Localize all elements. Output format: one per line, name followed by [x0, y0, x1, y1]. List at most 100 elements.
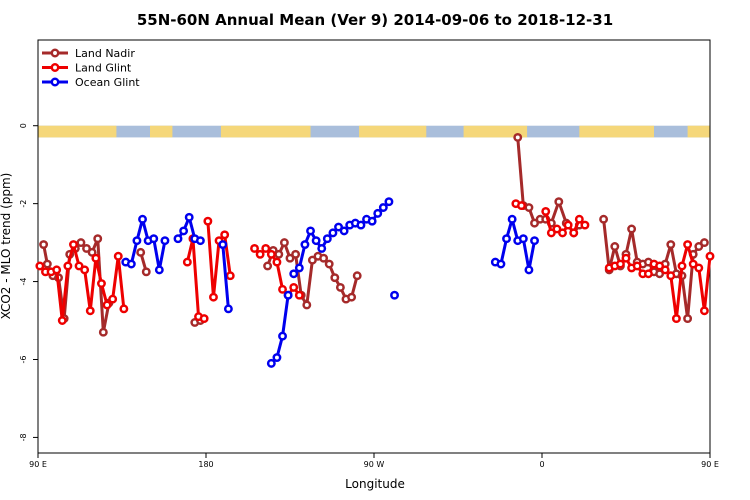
y-tick-label: -4	[19, 278, 28, 286]
land-band	[687, 125, 710, 138]
data-point-land-glint	[580, 220, 590, 230]
land-ocean-strip	[38, 125, 710, 138]
x-axis: 90 E 180 90 W 0 90 E	[29, 453, 719, 469]
data-point-land-glint	[272, 257, 282, 267]
data-point-ocean-glint	[530, 236, 539, 246]
data-point-land-glint	[255, 249, 265, 259]
data-point-land-nadir	[285, 253, 295, 263]
data-point-land-nadir	[93, 234, 103, 244]
data-point-land-glint	[643, 269, 653, 279]
data-point-land-nadir	[352, 271, 362, 281]
data-point-ocean-glint	[223, 304, 233, 314]
data-point-land-glint	[113, 251, 123, 261]
legend-label: Ocean Glint	[75, 76, 140, 89]
data-point-land-glint	[569, 228, 579, 238]
x-tick-label: 90 E	[29, 460, 47, 469]
data-point-land-nadir	[279, 238, 289, 248]
data-point-land-nadir	[302, 300, 312, 310]
legend-label: Land Nadir	[75, 47, 135, 60]
data-point-ocean-glint	[524, 265, 534, 275]
data-point-ocean-glint	[339, 226, 349, 236]
data-point-ocean-glint	[179, 226, 189, 236]
data-point-land-nadir	[82, 243, 91, 253]
data-point-ocean-glint	[272, 353, 282, 362]
y-axis: 0 -2 -4 -6 -8	[19, 123, 38, 441]
data-point-ocean-glint	[294, 263, 304, 273]
data-point-land-glint	[660, 265, 670, 275]
data-point-ocean-glint	[373, 208, 383, 218]
data-point-land-nadir	[324, 259, 334, 269]
data-point-land-glint	[699, 306, 709, 316]
data-point-land-nadir	[627, 224, 637, 234]
data-point-ocean-glint	[283, 290, 293, 300]
data-point-ocean-glint	[322, 234, 332, 244]
data-point-land-nadir	[307, 255, 317, 265]
data-point-ocean-glint	[132, 236, 142, 246]
data-point-land-glint	[35, 261, 45, 271]
data-point-land-glint	[694, 263, 704, 273]
data-point-land-glint	[203, 216, 213, 226]
legend-item-land-glint: Land Glint	[42, 62, 132, 75]
y-tick-label: -2	[19, 200, 28, 208]
data-point-land-glint	[546, 228, 556, 238]
series-ocean-glint	[121, 197, 539, 368]
land-band	[38, 125, 117, 138]
data-point-land-glint	[615, 259, 625, 269]
data-point-ocean-glint	[218, 240, 228, 250]
data-point-ocean-glint	[154, 265, 164, 275]
data-point-land-nadir	[87, 247, 97, 257]
data-point-land-glint	[209, 292, 218, 302]
chart-title: 55N-60N Annual Mean (Ver 9) 2014-09-06 t…	[137, 11, 613, 29]
data-point-land-glint	[182, 257, 192, 267]
x-axis-label: Longitude	[345, 477, 405, 491]
data-point-land-glint	[294, 290, 304, 300]
data-point-land-nadir	[610, 242, 620, 251]
data-point-land-glint	[52, 265, 62, 275]
x-tick-label: 90 E	[701, 460, 719, 469]
data-point-land-glint	[671, 314, 681, 324]
data-point-land-glint	[289, 282, 299, 292]
data-point-ocean-glint	[300, 240, 310, 250]
data-point-land-glint	[225, 271, 235, 281]
data-point-land-nadir	[524, 203, 534, 212]
land-band	[220, 125, 311, 138]
data-point-land-glint	[677, 261, 687, 271]
data-point-land-nadir	[599, 214, 609, 224]
data-point-ocean-glint	[390, 290, 399, 300]
data-point-land-glint	[666, 271, 676, 281]
data-point-land-glint	[250, 243, 259, 253]
legend-item-ocean-glint: Ocean Glint	[42, 76, 140, 89]
data-point-land-glint	[266, 249, 276, 259]
data-point-ocean-glint	[173, 234, 183, 244]
data-point-ocean-glint	[289, 269, 299, 279]
data-point-land-glint	[91, 253, 101, 263]
y-axis-label: XCO2 - MLO trend (ppm)	[0, 173, 13, 320]
legend-marker	[50, 48, 60, 58]
data-point-land-glint	[688, 259, 698, 269]
data-point-land-nadir	[655, 269, 665, 279]
data-point-land-nadir	[274, 249, 284, 259]
data-point-ocean-glint	[356, 220, 366, 230]
data-point-ocean-glint	[334, 222, 343, 232]
data-point-ocean-glint	[317, 243, 327, 253]
data-point-land-nadir	[683, 314, 693, 324]
data-point-land-glint	[74, 261, 84, 271]
data-point-ocean-glint	[328, 228, 338, 238]
data-point-land-glint	[97, 279, 106, 288]
data-point-land-glint	[705, 251, 715, 261]
data-point-land-glint	[80, 265, 90, 275]
data-point-land-glint	[517, 201, 526, 211]
legend-marker	[50, 63, 60, 72]
data-point-ocean-glint	[384, 197, 394, 207]
data-point-land-nadir	[136, 247, 146, 257]
data-point-land-glint	[632, 261, 642, 271]
data-point-land-glint	[102, 300, 112, 310]
land-band	[579, 125, 654, 138]
data-point-land-glint	[541, 206, 551, 216]
data-point-land-nadir	[513, 132, 523, 142]
legend-label: Land Glint	[75, 62, 132, 75]
data-point-land-nadir	[291, 249, 301, 259]
data-point-land-glint	[220, 230, 230, 240]
data-point-land-nadir	[263, 261, 273, 271]
